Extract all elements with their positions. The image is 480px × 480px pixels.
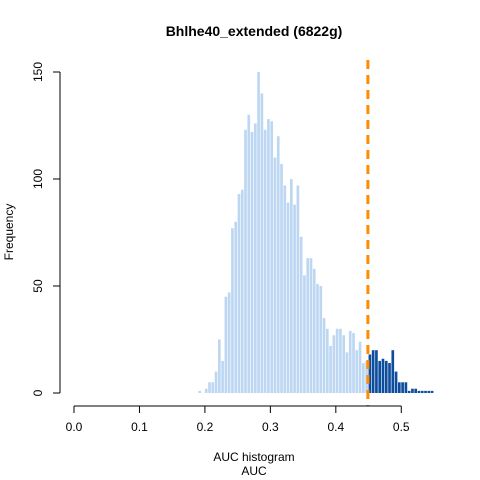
histogram-bar <box>267 119 270 393</box>
histogram-bar <box>231 228 234 393</box>
histogram-bar <box>283 185 287 393</box>
histogram-bar <box>322 318 326 393</box>
y-tick-label: 100 <box>31 169 45 189</box>
histogram-bar <box>257 72 260 393</box>
histogram-bar <box>240 189 244 393</box>
histogram-bar <box>211 382 215 393</box>
histogram-bar <box>329 345 332 393</box>
histogram-bar <box>414 388 418 393</box>
y-axis-title: Frequency <box>2 204 16 261</box>
histogram-bar <box>394 371 398 393</box>
histogram-bar <box>280 164 283 393</box>
histogram-bar <box>388 363 391 393</box>
histogram-bar <box>309 258 313 393</box>
histogram-bar <box>401 382 404 393</box>
histogram-bar <box>381 358 385 393</box>
histogram-bar <box>218 339 221 393</box>
histogram-bar <box>237 193 241 393</box>
histogram-bar <box>263 129 267 393</box>
histogram-bar <box>290 179 293 393</box>
y-tick-label: 150 <box>31 62 45 82</box>
histogram-bar <box>299 236 303 393</box>
histogram-bar <box>417 390 421 393</box>
bars-group <box>198 72 434 394</box>
histogram-bar <box>427 390 431 393</box>
histogram-bar <box>411 388 414 393</box>
x-axis-title-line2: AUC <box>241 464 267 478</box>
histogram-bar <box>352 333 355 393</box>
histogram-bar <box>204 388 208 393</box>
histogram-bar <box>362 363 365 393</box>
histogram-bar <box>214 371 218 393</box>
histogram-bar <box>254 123 257 394</box>
histogram-bar <box>420 390 424 393</box>
histogram-bar <box>244 129 247 393</box>
y-axis: 0 50 100 150 <box>31 62 61 396</box>
histogram-bar <box>345 352 349 393</box>
chart-title: Bhlhe40_extended (6822g) <box>166 23 343 39</box>
histogram-bar <box>250 131 254 394</box>
x-tick-label: 0.3 <box>262 420 279 434</box>
histogram-bar <box>355 350 359 393</box>
x-axis: 0.0 0.1 0.2 0.3 0.4 0.5 <box>66 405 410 434</box>
histogram-bar <box>430 390 434 393</box>
histogram-bar <box>404 382 408 393</box>
histogram-bar <box>384 360 388 393</box>
histogram-bar <box>348 330 352 393</box>
histogram-bar <box>208 382 211 393</box>
histogram-bar <box>319 286 323 393</box>
histogram-bar <box>276 136 280 393</box>
histogram-bar <box>326 328 329 393</box>
histogram-bar <box>198 390 202 393</box>
histogram-bar <box>247 114 251 394</box>
y-tick-label: 50 <box>31 279 45 293</box>
y-tick-label: 0 <box>31 389 45 396</box>
histogram-bar <box>332 335 336 393</box>
histogram-bar <box>335 328 339 393</box>
histogram-bar <box>339 328 342 393</box>
histogram-bar <box>312 268 316 393</box>
histogram-bar <box>316 283 319 393</box>
histogram-bar <box>424 390 427 393</box>
x-tick-label: 0.2 <box>197 420 214 434</box>
histogram-bar <box>375 350 378 393</box>
histogram-bar <box>286 202 290 393</box>
histogram-bar <box>391 350 395 393</box>
histogram-bar <box>273 157 277 393</box>
histogram-bar <box>407 390 411 393</box>
x-tick-label: 0.5 <box>393 420 410 434</box>
histogram-bar <box>234 221 238 393</box>
histogram-bar <box>378 360 382 393</box>
x-tick-label: 0.0 <box>66 420 83 434</box>
histogram-bar <box>293 204 296 393</box>
histogram-bar <box>306 258 310 393</box>
histogram-bar <box>371 350 375 393</box>
histogram-bar <box>227 292 231 393</box>
x-tick-label: 0.4 <box>327 420 344 434</box>
histogram-bar <box>368 354 372 393</box>
histogram-bar <box>224 296 228 393</box>
histogram-bar <box>296 185 300 393</box>
histogram-bar <box>260 93 264 394</box>
x-axis-title-line1: AUC histogram <box>213 450 294 464</box>
histogram-bar <box>358 341 362 393</box>
histogram-bar <box>342 335 346 393</box>
histogram-bar <box>398 382 401 393</box>
histogram-bar <box>221 360 224 393</box>
histogram-bar <box>270 121 274 393</box>
histogram-bar <box>303 275 306 393</box>
x-tick-label: 0.1 <box>131 420 148 434</box>
